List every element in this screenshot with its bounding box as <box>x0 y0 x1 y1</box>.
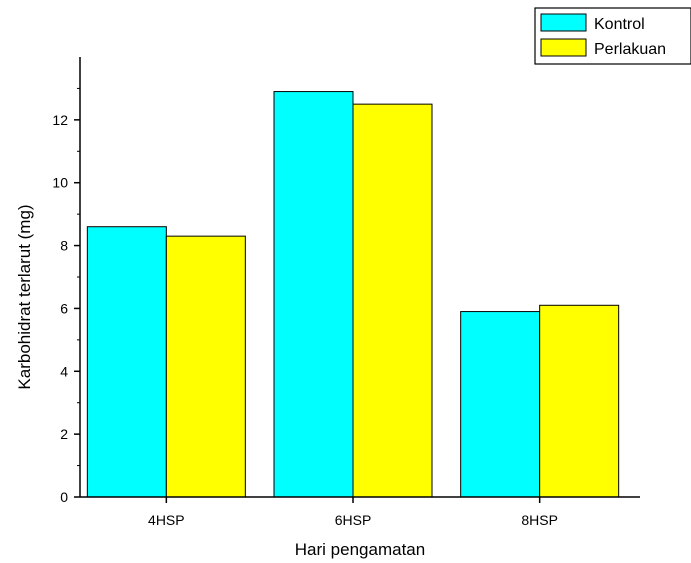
x-tick-label-6hsp: 6HSP <box>335 512 372 528</box>
bar-perlakuan-8hsp <box>539 304 620 498</box>
y-axis-title: Karbohidrat terlarut (mg) <box>15 204 34 389</box>
y-tick-label-0: 0 <box>60 489 68 505</box>
legend-label-perlakuan: Perlakuan <box>594 41 666 58</box>
x-tick-label-4hsp: 4HSP <box>148 512 185 528</box>
y-ticks-group: 0 2 4 6 8 10 12 <box>52 87 80 505</box>
legend: Kontrol Perlakuan <box>534 7 691 65</box>
y-tick-label-4: 4 <box>60 363 68 379</box>
x-tick-label-8hsp: 8HSP <box>521 512 558 528</box>
bar-perlakuan-6hsp <box>352 103 433 498</box>
y-tick-label-10: 10 <box>52 175 68 191</box>
bar-perlakuan-4hsp <box>165 235 246 498</box>
bars-group <box>86 91 620 498</box>
x-ticks-group: 4HSP 6HSP 8HSP <box>148 497 558 528</box>
y-tick-label-6: 6 <box>60 300 68 316</box>
legend-swatch-perlakuan <box>540 38 587 57</box>
bar-kontrol-4hsp <box>86 226 167 498</box>
y-tick-label-8: 8 <box>60 238 68 254</box>
bar-kontrol-6hsp <box>273 91 354 498</box>
y-tick-label-2: 2 <box>60 426 68 442</box>
bar-kontrol-8hsp <box>460 311 541 498</box>
legend-label-kontrol: Kontrol <box>594 16 645 33</box>
x-axis-title: Hari pengamatan <box>295 540 425 559</box>
y-tick-label-12: 12 <box>52 112 68 128</box>
legend-swatch-kontrol <box>540 13 587 32</box>
